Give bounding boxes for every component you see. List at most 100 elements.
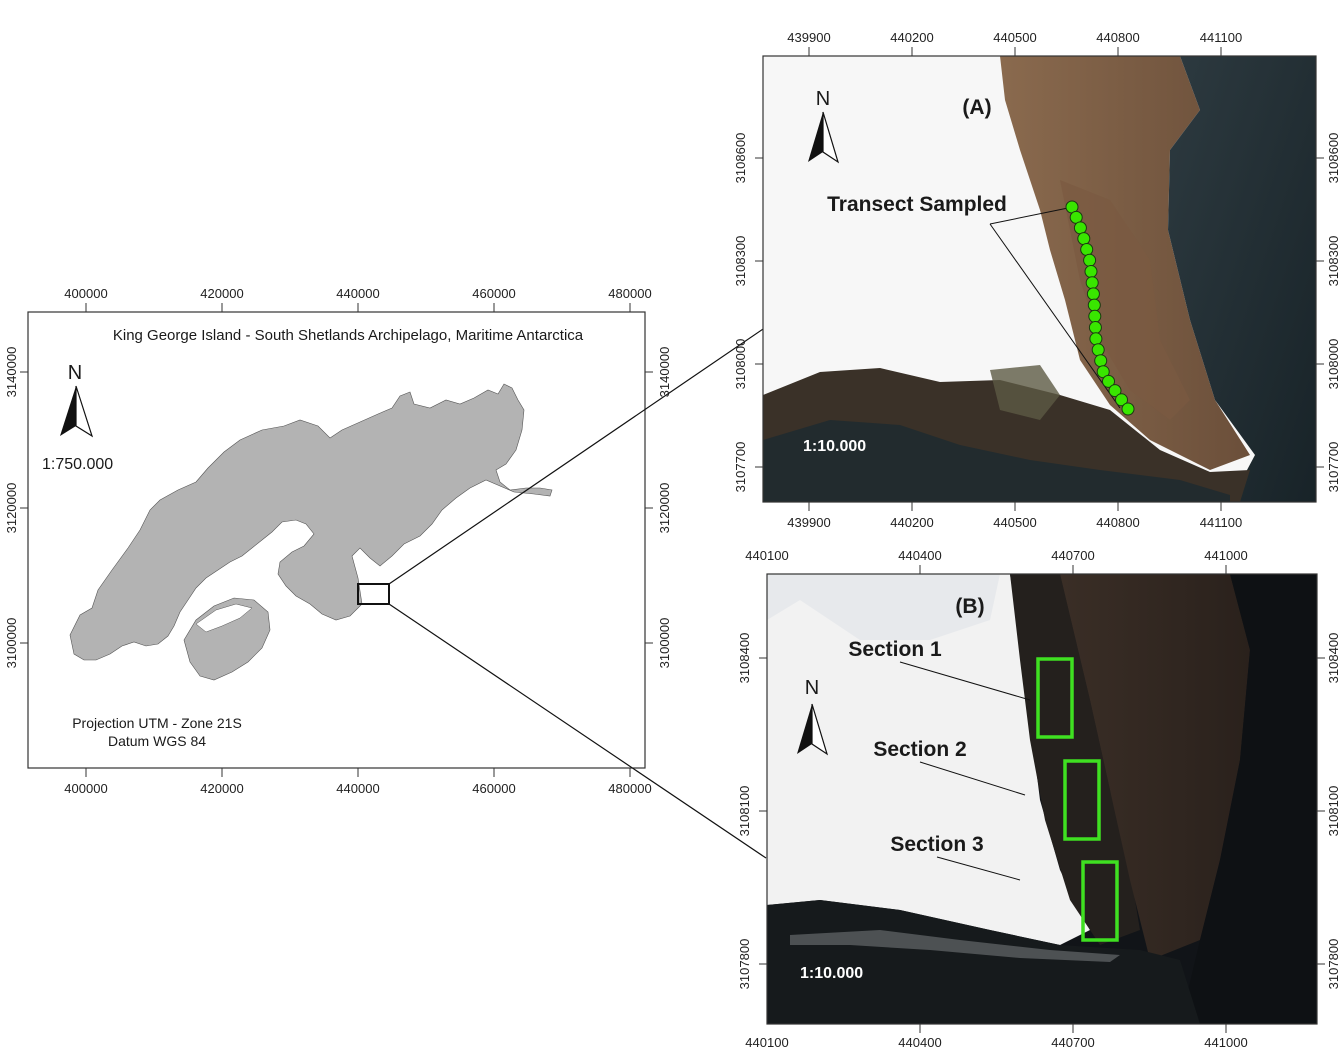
section-3-label: Section 3 — [890, 833, 983, 856]
panel-a-y-ticks-left: 3108600 3108300 3108000 3107700 — [733, 133, 763, 493]
overview-xtick-top: 480000 — [608, 286, 651, 301]
panel-a-xtick-bottom: 441100 — [1200, 515, 1242, 530]
panel-a-xtick-bottom: 439900 — [787, 515, 830, 530]
overview-xtick-top: 420000 — [200, 286, 243, 301]
island-inlet — [195, 603, 253, 633]
transect-point — [1102, 374, 1115, 388]
connector-lines — [388, 326, 767, 859]
transect-point — [1115, 393, 1128, 407]
transect-points — [1065, 200, 1135, 416]
overview-xtick-top: 460000 — [472, 286, 515, 301]
panel-a-ytick-right: 3108000 — [1326, 339, 1341, 390]
panel-b-snow — [767, 574, 1090, 945]
overview-x-ticks-bottom: 400000 420000 440000 460000 480000 — [64, 768, 652, 796]
transect-point — [1086, 287, 1100, 301]
transect-point — [1088, 309, 1102, 323]
panel-b-y-ticks-right: 3108400 3108100 3107800 — [1317, 633, 1341, 990]
north-arrow-icon — [808, 111, 840, 164]
transect-point — [1089, 332, 1103, 346]
panel-a-ytick-left: 3108600 — [733, 133, 748, 184]
panel-b-xtick-top: 440700 — [1051, 548, 1094, 563]
panel-b-xtick-top: 440100 — [745, 548, 788, 563]
transect-label: Transect Sampled — [827, 193, 1007, 216]
panel-b-ytick-left: 3107800 — [737, 939, 752, 990]
panel-a-xtick-top: 440800 — [1096, 30, 1139, 45]
panel-b-slope — [1060, 574, 1250, 960]
panel-b-x-ticks-top: 440100 440400 440700 441000 — [745, 548, 1248, 574]
panel-a-x-ticks-top: 439900 440200 440500 440800 441100 — [787, 30, 1242, 56]
panel-b-x-ticks-bottom: 440100 440400 440700 441000 — [745, 1024, 1248, 1050]
overview-xtick-bottom: 440000 — [336, 781, 379, 796]
overview-ytick-right: 3120000 — [657, 483, 672, 534]
overview-xtick-bottom: 400000 — [64, 781, 107, 796]
panel-a-ytick-left: 3108000 — [733, 339, 748, 390]
transect-point — [1085, 276, 1099, 290]
panel-a-north-label: N — [816, 88, 830, 110]
panel-a-scale: 1:10.000 — [803, 438, 866, 455]
panel-a-ytick-right: 3108600 — [1326, 133, 1341, 184]
panel-b-north-label: N — [805, 677, 819, 699]
transect-point — [1094, 354, 1108, 368]
transect-point — [1083, 253, 1097, 267]
section-3-box — [1081, 860, 1119, 942]
section-2-box — [1063, 759, 1101, 841]
panel-b-label: (B) — [955, 595, 984, 618]
panel-a-ytick-right: 3108300 — [1326, 236, 1341, 287]
panel-a-xtick-top: 440500 — [993, 30, 1036, 45]
overview-xtick-top: 440000 — [336, 286, 379, 301]
transect-point — [1073, 221, 1087, 235]
study-area-box — [357, 583, 390, 605]
overview-datum: Datum WGS 84 — [108, 733, 206, 749]
overview-ytick-left: 3100000 — [4, 618, 19, 669]
overview-projection: Projection UTM - Zone 21S — [72, 715, 242, 731]
panel-a-ytick-left: 3107700 — [733, 442, 748, 493]
panel-a-ytick-left: 3108300 — [733, 236, 748, 287]
panel-b-ytick-right: 3108100 — [1326, 786, 1341, 837]
panel-a-xtick-bottom: 440800 — [1096, 515, 1139, 530]
panel-b: N (B) 1:10.000 Section 1 Section 2 Secti… — [737, 548, 1341, 1050]
transect-point — [1087, 298, 1101, 312]
panel-a-x-ticks-bottom: 439900 440200 440500 440800 441100 — [787, 502, 1242, 530]
panel-b-xtick-bottom: 440700 — [1051, 1035, 1094, 1050]
section-2-label: Section 2 — [873, 738, 966, 761]
overview-title: King George Island - South Shetlands Arc… — [113, 327, 584, 344]
north-arrow-icon — [60, 385, 94, 438]
panel-b-ytick-right: 3108400 — [1326, 633, 1341, 684]
panel-b-xtick-bottom: 441000 — [1204, 1035, 1247, 1050]
transect-point — [1091, 343, 1105, 357]
overview-y-ticks-left: 3140000 3120000 3100000 — [4, 347, 28, 669]
panel-a-y-ticks-right: 3108600 3108300 3108000 3107700 — [1316, 133, 1341, 493]
section-1-box — [1036, 657, 1074, 739]
overview-x-ticks-top: 400000 420000 440000 460000 480000 — [64, 286, 652, 312]
panel-b-xtick-bottom: 440400 — [898, 1035, 941, 1050]
overview-xtick-top: 400000 — [64, 286, 107, 301]
transect-point — [1084, 265, 1098, 278]
panel-b-xtick-bottom: 440100 — [745, 1035, 788, 1050]
overview-y-ticks-right: 3140000 3120000 3100000 — [645, 347, 672, 669]
overview-ytick-right: 3100000 — [657, 618, 672, 669]
panel-b-ytick-left: 3108100 — [737, 786, 752, 837]
overview-xtick-bottom: 460000 — [472, 781, 515, 796]
transect-point — [1080, 243, 1094, 256]
panel-b-scale: 1:10.000 — [800, 965, 863, 982]
overview-ytick-left: 3140000 — [4, 347, 19, 398]
transect-point — [1108, 384, 1122, 398]
panel-a-xtick-bottom: 440500 — [993, 515, 1036, 530]
panel-a-sea — [1168, 56, 1316, 502]
panel-b-y-ticks-left: 3108400 3108100 3107800 — [737, 633, 767, 990]
transect-point — [1088, 321, 1102, 334]
panel-b-xtick-top: 440400 — [898, 548, 941, 563]
transect-point — [1121, 402, 1135, 416]
north-arrow-icon — [797, 703, 829, 756]
panel-a-xtick-bottom: 440200 — [890, 515, 933, 530]
panel-b-frame — [766, 573, 1318, 1025]
section-1-label: Section 1 — [848, 638, 942, 661]
panel-a-xtick-top: 440200 — [890, 30, 933, 45]
overview-north-label: N — [68, 362, 82, 384]
overview-xtick-bottom: 480000 — [608, 781, 651, 796]
panel-a-label: (A) — [962, 96, 991, 119]
panel-a-ytick-right: 3107700 — [1326, 442, 1341, 493]
panel-b-ytick-right: 3107800 — [1326, 939, 1341, 990]
transect-point — [1077, 232, 1091, 246]
